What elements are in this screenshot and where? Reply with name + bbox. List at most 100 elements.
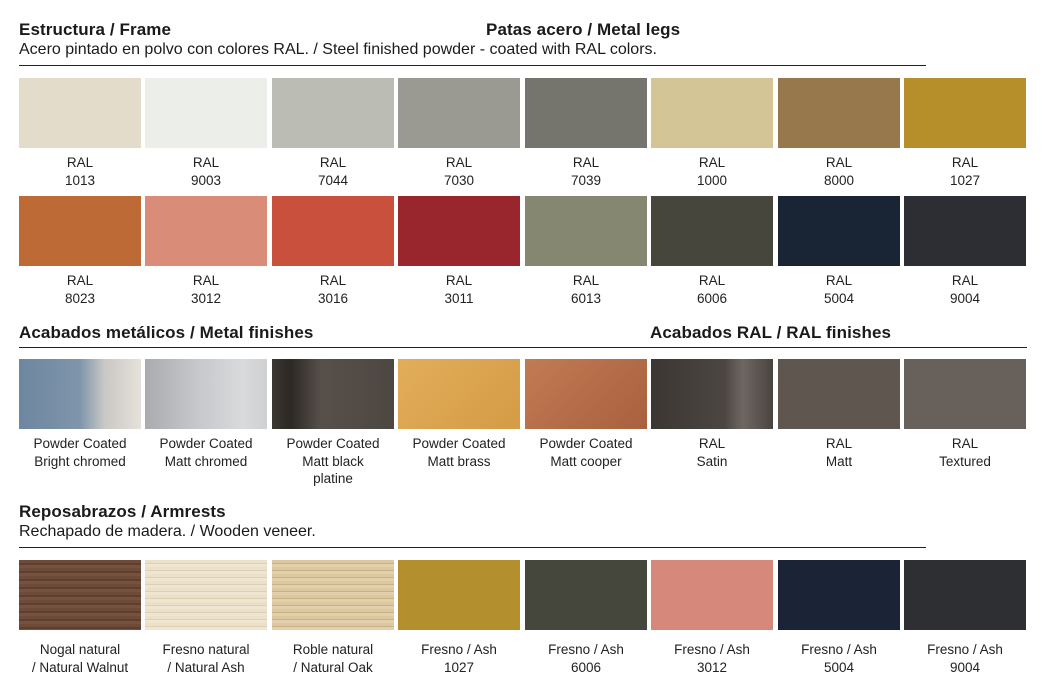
swatch-label-line: RAL (698, 436, 726, 451)
ral-swatch (525, 196, 647, 266)
ral-swatch (272, 78, 394, 148)
armrest-swatch (778, 560, 900, 630)
swatch-label-line: 5004 (823, 659, 855, 675)
swatch-label-line: RAL (192, 273, 220, 288)
swatch-label-line: Fresno / Ash (801, 642, 877, 657)
ral-swatch (19, 196, 141, 266)
swatch-label-line: RAL (445, 155, 473, 170)
swatch-label-line: Matt (825, 453, 853, 469)
swatch-label: RAL 6006 (651, 272, 773, 307)
swatch-label-line: Matt cooper (550, 453, 622, 469)
ral-swatch (651, 78, 773, 148)
ral-swatch (398, 78, 520, 148)
metal-finishes-title: Acabados metálicos / Metal finishes (19, 323, 314, 342)
ral-swatch (272, 196, 394, 266)
frame-subtitle: Acero pintado en polvo con colores RAL. … (19, 41, 657, 58)
swatch-label: RAL 9003 (145, 154, 267, 189)
swatch-label-line: RAL (825, 155, 853, 170)
swatch-label-line: Roble natural (292, 642, 374, 657)
armrest-swatch (904, 560, 1026, 630)
swatch-label: RAL 8023 (19, 272, 141, 307)
swatch-label: RAL 1027 (904, 154, 1026, 189)
swatch-label-line: 8000 (823, 172, 855, 188)
swatch-label-line: RAL (698, 155, 726, 170)
swatch-label-line: 9004 (949, 290, 981, 306)
swatch-label: Fresno natural / Natural Ash (145, 641, 267, 676)
finish-swatch (904, 359, 1026, 429)
swatch-label: Powder Coated Matt cooper (525, 435, 647, 470)
swatch-label-line: Textured (939, 453, 991, 469)
swatch-label-line: RAL (572, 155, 600, 170)
ral-swatch (525, 78, 647, 148)
ral-swatch (398, 196, 520, 266)
divider (19, 65, 926, 66)
armrests-title: Reposabrazos / Armrests (19, 502, 226, 521)
swatch-label-line: Fresno natural (162, 642, 250, 657)
swatch-label-line: Fresno / Ash (927, 642, 1003, 657)
swatch-label-line: 3012 (190, 290, 222, 306)
swatch-label-line: Matt brass (427, 453, 491, 469)
swatch-label-line: / Natural Oak (293, 659, 373, 675)
swatch-label-line: 9003 (190, 172, 222, 188)
swatch-label: Fresno / Ash 9004 (904, 641, 1026, 676)
swatch-label: Powder Coated Matt brass (398, 435, 520, 470)
swatch-label: RAL Satin (651, 435, 773, 470)
finish-swatch (398, 359, 520, 429)
swatch-label-line: Powder Coated (159, 436, 253, 451)
swatch-label-line: Nogal natural (39, 642, 121, 657)
swatch-label-line: RAL (319, 273, 347, 288)
armrests-subtitle: Rechapado de madera. / Wooden veneer. (19, 523, 316, 540)
swatch-label: Powder Coated Bright chromed (19, 435, 141, 470)
swatch-label-line: Fresno / Ash (674, 642, 750, 657)
swatch-label-line: 8023 (64, 290, 96, 306)
armrest-swatch (145, 560, 267, 630)
ral-swatch (19, 78, 141, 148)
swatch-label: RAL 8000 (778, 154, 900, 189)
swatch-label: RAL 3012 (145, 272, 267, 307)
swatch-label: RAL 3011 (398, 272, 520, 307)
swatch-label-line: RAL (319, 155, 347, 170)
swatch-label: RAL Matt (778, 435, 900, 470)
swatch-label-line: 6006 (696, 290, 728, 306)
swatch-label: Fresno / Ash 5004 (778, 641, 900, 676)
swatch-label: RAL 1000 (651, 154, 773, 189)
swatch-label: Fresno / Ash 3012 (651, 641, 773, 676)
swatch-label-line: RAL (572, 273, 600, 288)
swatch-label-line: RAL (951, 273, 979, 288)
swatch-label-line: RAL (951, 436, 979, 451)
swatch-label-line: 6006 (570, 659, 602, 675)
swatch-label-line: 6013 (570, 290, 602, 306)
armrest-swatch (651, 560, 773, 630)
swatch-label-line: RAL (66, 273, 94, 288)
ral-swatch (651, 196, 773, 266)
swatch-label: RAL 7030 (398, 154, 520, 189)
swatch-label-line: 1027 (949, 172, 981, 188)
swatch-label-line: 7039 (570, 172, 602, 188)
ral-swatch (778, 78, 900, 148)
swatch-label-line: 7044 (317, 172, 349, 188)
armrest-swatch (19, 560, 141, 630)
divider (19, 547, 926, 548)
swatch-label-line: Bright chromed (34, 453, 126, 469)
swatch-label-line: 1027 (443, 659, 475, 675)
swatch-label: RAL 9004 (904, 272, 1026, 307)
ral-swatch (904, 78, 1026, 148)
swatch-label-line: 3016 (317, 290, 349, 306)
swatch-label-line: Powder Coated (412, 436, 506, 451)
swatch-label: RAL 1013 (19, 154, 141, 189)
swatch-label: RAL 6013 (525, 272, 647, 307)
swatch-label: RAL 3016 (272, 272, 394, 307)
finish-swatch (651, 359, 773, 429)
swatch-label-line: platine (313, 471, 353, 486)
finish-swatch (19, 359, 141, 429)
swatch-label-line: Powder Coated (539, 436, 633, 451)
frame-title: Estructura / Frame (19, 20, 172, 39)
swatch-label-line: Powder Coated (286, 436, 380, 451)
swatch-label-line: 1013 (64, 172, 96, 188)
armrest-swatch (272, 560, 394, 630)
swatch-label: Fresno / Ash 6006 (525, 641, 647, 676)
swatch-label: RAL 7044 (272, 154, 394, 189)
swatch-label-line: 1000 (696, 172, 728, 188)
swatch-label: Powder Coated Matt chromed (145, 435, 267, 470)
swatch-label-line: RAL (192, 155, 220, 170)
